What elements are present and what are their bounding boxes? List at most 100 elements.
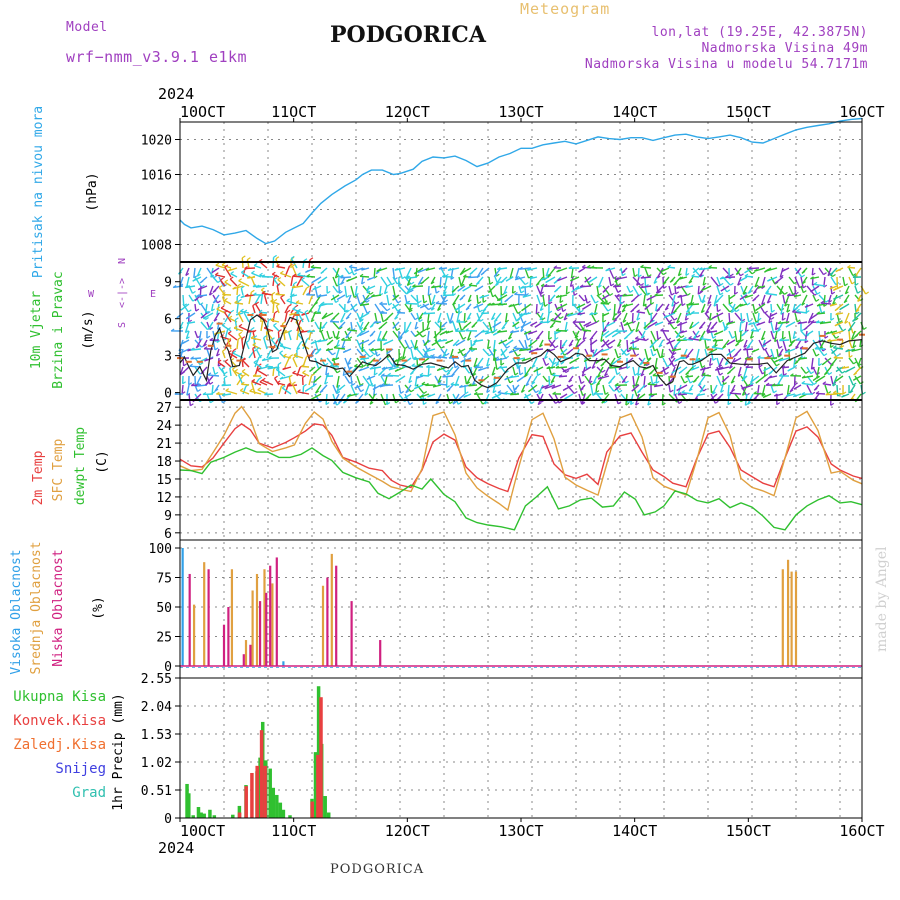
wind-barb — [392, 276, 398, 285]
wind-barb-flag — [727, 402, 732, 406]
wind-barb-flag — [313, 310, 317, 314]
wind-barb-flag — [312, 287, 317, 291]
wind-barb-flag — [835, 368, 840, 372]
wind-barb — [185, 285, 196, 289]
wind-barb — [680, 375, 686, 384]
wind-barb-flag — [241, 357, 246, 361]
wind-barb — [347, 357, 352, 366]
wind-barb-flag — [234, 300, 238, 304]
wind-barb-flag — [742, 347, 747, 351]
gust-marker — [617, 360, 623, 363]
wind-barb-flag — [672, 352, 677, 356]
wind-barb-flag — [555, 294, 560, 298]
wind-barb — [806, 366, 812, 374]
wind-barb — [764, 348, 770, 358]
precip-bar-0 — [231, 814, 235, 818]
wind-barb-flag — [364, 392, 369, 396]
wind-barb — [728, 330, 733, 339]
wind-barb-flag — [666, 341, 670, 345]
wind-barb — [844, 312, 850, 324]
wind-barb-flag — [172, 284, 177, 288]
wind-barb — [798, 357, 808, 360]
wind-barb-flag — [536, 336, 540, 340]
wind-barb-flag — [445, 352, 450, 356]
wind-barb — [632, 384, 638, 397]
wind-barb-flag — [676, 387, 681, 391]
wind-barb-flag — [199, 362, 204, 366]
wind-barb — [244, 267, 256, 270]
compass-s: S — [117, 322, 128, 328]
wind-barb-flag — [807, 320, 812, 324]
wind-barb-flag — [788, 343, 793, 347]
wind-barb-flag — [640, 264, 644, 268]
wind-barb-flag — [729, 390, 734, 394]
wind-barb-flag — [863, 326, 867, 330]
wind-barb-flag — [245, 339, 250, 343]
wind-barb-flag — [273, 276, 278, 280]
precip-bar-0 — [313, 752, 318, 818]
wind-barb-flag — [549, 325, 554, 329]
wind-barb — [364, 384, 370, 396]
wind-barb-flag — [406, 275, 411, 279]
wind-barb-flag — [726, 352, 731, 356]
gust-marker — [801, 347, 808, 350]
cloud-bar-1 — [255, 573, 259, 666]
wind-barb-flag — [354, 308, 359, 312]
gust-marker — [727, 357, 733, 360]
wind-barb — [212, 366, 216, 375]
wind-barb-flag — [815, 390, 820, 394]
wind-barb — [554, 303, 559, 311]
wind-barb — [794, 276, 801, 289]
wind-barb — [588, 375, 592, 384]
wind-barb-flag — [824, 335, 829, 339]
wind-barb-flag — [796, 337, 800, 341]
wind-barb — [650, 375, 654, 385]
wind-barb-flag — [782, 317, 786, 321]
wind-barb — [283, 355, 292, 359]
wind-barb — [340, 276, 346, 285]
x-label-top: 16OCT — [839, 103, 884, 121]
wind-barb — [231, 368, 238, 377]
wind-barb — [434, 375, 440, 383]
wind-barb — [279, 352, 286, 359]
wind-barb — [449, 312, 454, 323]
wind-barb-flag — [579, 387, 584, 391]
wind-barb — [350, 384, 357, 396]
wind-barb-flag — [770, 316, 775, 320]
wind-barb — [548, 393, 557, 404]
wind-barb-flag — [571, 275, 575, 279]
wind-barb-flag — [336, 336, 340, 340]
wind-barb-flag — [345, 335, 350, 339]
wind-barb-flag — [435, 401, 440, 405]
wind-barb-flag — [431, 307, 435, 311]
wind-barb — [497, 267, 508, 271]
gust-marker — [386, 348, 392, 351]
wind-barb-flag — [414, 317, 419, 321]
wind-barb-flag — [303, 258, 308, 262]
wind-barb — [227, 332, 238, 341]
wind-barb — [656, 348, 661, 358]
wind-barb-flag — [241, 368, 246, 372]
wind-barb-flag — [206, 335, 211, 339]
wind-barb-flag — [531, 365, 536, 369]
wind-barb-flag — [799, 345, 804, 349]
y-tick-label: 1.02 — [141, 756, 172, 771]
wind-barb — [683, 338, 694, 341]
wind-barb-flag — [661, 355, 665, 359]
wind-barb-flag — [317, 280, 322, 284]
wind-barb — [786, 303, 790, 313]
wind-barb-flag — [252, 329, 257, 333]
wind-barb — [813, 283, 826, 287]
wind-barb — [770, 357, 778, 367]
wind-barb-flag — [471, 349, 476, 353]
wind-barb — [656, 267, 664, 276]
wind-barb-flag — [176, 315, 181, 319]
wind-barb-flag — [815, 298, 820, 302]
wind-barb-flag — [725, 274, 729, 278]
wind-barb-flag — [486, 363, 491, 367]
wind-barb-flag — [170, 328, 175, 332]
wind-barb — [355, 393, 364, 404]
cloud-mid-axis-label: Srednja Oblacnost — [29, 541, 44, 674]
wind-barb-flag — [719, 319, 723, 323]
wind-barb-flag — [441, 324, 445, 328]
